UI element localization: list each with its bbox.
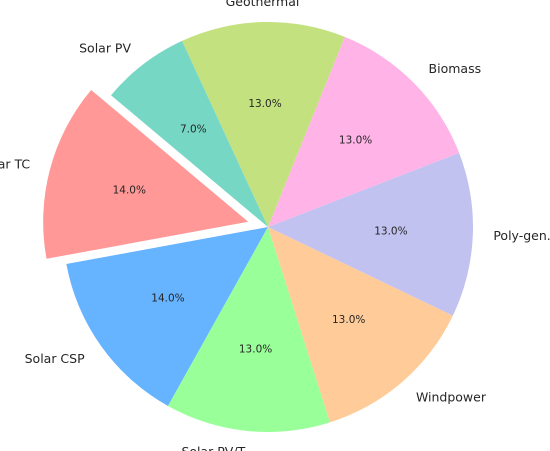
- pie-value-label-windpower: 13.0%: [332, 314, 365, 326]
- pie-category-label-solar-pv-t: Solar PV/T: [181, 444, 245, 451]
- pie-slices: [43, 22, 473, 432]
- pie-slice-solar-tc: [43, 89, 249, 259]
- pie-category-label-solar-tc: Solar TC: [0, 157, 30, 172]
- pie-slice-windpower: [268, 227, 453, 423]
- pie-value-label-solar-tc: 14.0%: [113, 184, 146, 196]
- pie-category-label-biomass: Biomass: [429, 61, 482, 76]
- pie-slice-biomass: [268, 36, 460, 228]
- pie-value-label-solar-pv-t: 13.0%: [239, 343, 272, 355]
- pie-value-label-solar-pv: 7.0%: [180, 123, 207, 135]
- pie-value-label-poly-gen: 13.0%: [374, 226, 407, 238]
- pie-category-label-poly-gen: Poly-gen.: [493, 228, 550, 243]
- pie-value-label-biomass: 13.0%: [339, 135, 372, 147]
- pie-category-label-geothermal: Geothermal: [226, 0, 300, 9]
- pie-category-label-solar-csp: Solar CSP: [25, 351, 85, 366]
- pie-value-label-geothermal: 13.0%: [248, 98, 281, 110]
- pie-slice-solar-pv-t: [167, 227, 330, 432]
- pie-value-label-solar-csp: 14.0%: [151, 293, 184, 305]
- pie-category-label-windpower: Windpower: [416, 390, 487, 405]
- pie-slice-solar-csp: [66, 227, 268, 406]
- pie-category-label-solar-pv: Solar PV: [79, 40, 131, 55]
- pie-slice-solar-pv: [110, 40, 268, 228]
- pie-slice-geothermal: [182, 22, 345, 228]
- pie-slice-poly-gen: [268, 152, 473, 316]
